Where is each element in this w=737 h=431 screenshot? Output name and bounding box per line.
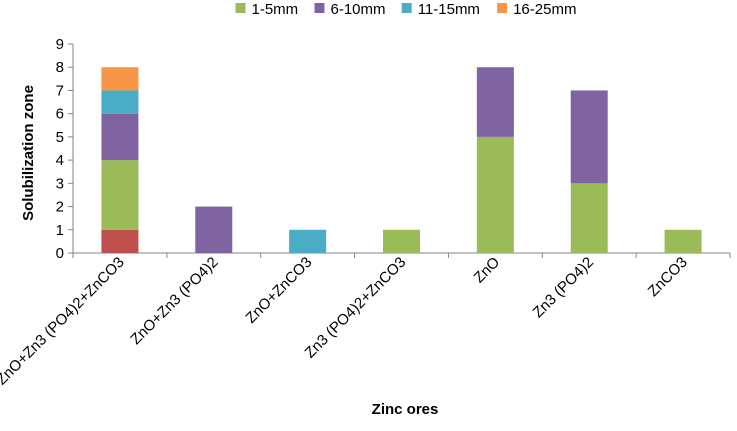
y-tick-label: 8 [56,59,64,76]
y-axis-title: Solubilization zone [20,85,37,221]
y-tick-label: 4 [56,152,64,169]
y-tick-label: 7 [56,82,64,99]
y-tick-label: 2 [56,199,64,216]
legend: 1-5mm 6-10mm 11-15mm 16-25mm [235,1,576,18]
x-tick-label: Zn3 (PO4)2 [530,254,597,321]
x-tick-label: ZnO+Zn3 (PO4)2 [127,254,221,348]
legend-swatch [401,3,412,13]
bar-segment [289,229,327,253]
bar-segment [101,67,139,91]
legend-label: 6-10mm [331,1,386,18]
y-axis: 0 1 2 3 4 5 6 7 8 9 [56,36,74,262]
x-axis: ZnO+Zn3 (PO4)2+ZnCO3 ZnO+Zn3 (PO4)2 ZnO+Zn… [0,252,731,389]
bar-segment [101,229,139,253]
legend-label: 11-15mm [418,1,480,18]
y-tick-label: 6 [56,106,64,123]
bar-segment [195,206,233,253]
legend-label: 16-25mm [513,1,576,18]
bars [101,67,702,253]
bar-segment [383,229,420,253]
bar-segment [570,90,608,184]
y-tick-label: 9 [56,36,64,53]
y-tick-label: 1 [56,222,64,239]
legend-label: 1-5mm [252,1,299,18]
bar-segment [101,90,139,114]
y-tick-label: 5 [56,129,64,146]
bar-segment [664,229,702,253]
bar-segment [101,113,139,161]
bar-segment [476,67,514,137]
y-tick-label: 3 [56,175,64,192]
legend-swatch [314,3,325,13]
x-axis-title: Zinc ores [372,401,439,418]
x-tick-label: ZnCO3 [645,254,691,300]
bar-segment [570,183,608,253]
x-tick-label: ZnO [471,254,504,287]
legend-swatch [497,3,508,13]
x-tick-label: Zn3 (PO4)2+ZnCO3 [302,254,410,362]
x-tick-label: ZnO+ZnCO3 [242,254,315,327]
x-tick-label: ZnO+Zn3 (PO4)2+ZnCO3 [0,254,128,389]
legend-swatch [235,3,246,13]
y-tick-label: 0 [56,245,64,262]
bar-segment [476,136,514,253]
bar-segment [101,160,139,230]
